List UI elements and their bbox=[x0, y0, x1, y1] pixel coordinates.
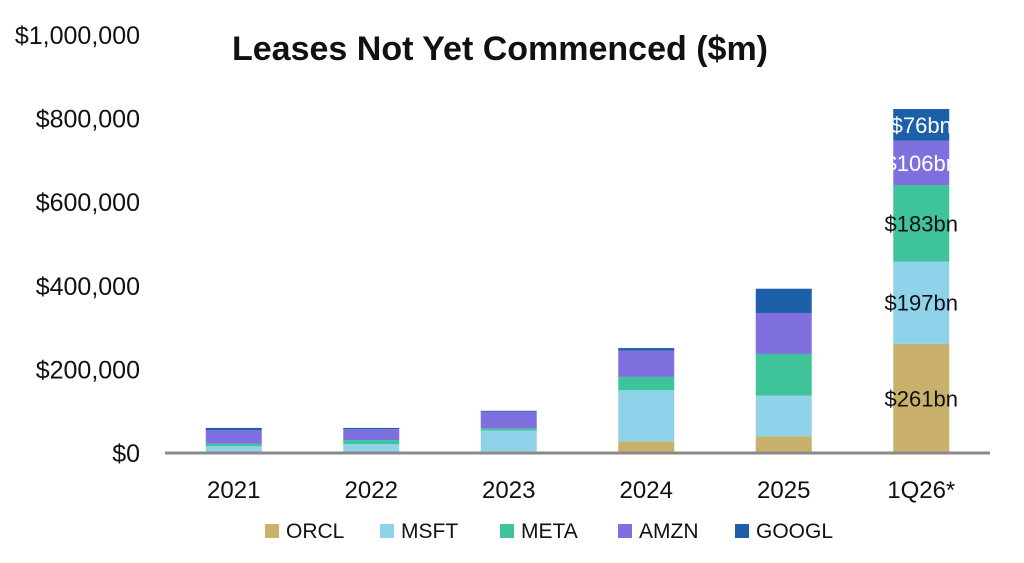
x-tick-label-2024: 2024 bbox=[620, 477, 673, 504]
bar-2025-orcl bbox=[755, 436, 812, 453]
legend-label-msft: MSFT bbox=[401, 520, 458, 543]
bar-2025-amzn bbox=[755, 312, 812, 354]
bar-2023-amzn bbox=[480, 411, 537, 429]
bar-1q26-orcl bbox=[893, 343, 950, 453]
legend-item-msft: MSFT bbox=[380, 520, 458, 543]
bar-2023-msft bbox=[480, 430, 537, 452]
bar-2025-msft bbox=[755, 395, 812, 437]
bar-2024-googl bbox=[618, 348, 675, 351]
y-tick-label-800-000: $800,000 bbox=[36, 106, 140, 134]
legend: ORCL MSFT META AMZN GOOGL bbox=[265, 520, 833, 543]
x-tick-label-2022: 2022 bbox=[345, 477, 398, 504]
data-label-1q26-orcl: $261bn bbox=[885, 386, 958, 411]
bar-2024-amzn bbox=[618, 350, 675, 377]
data-label-1q26-amzn: $106bn bbox=[885, 151, 958, 176]
legend-swatch-amzn bbox=[618, 524, 632, 538]
legend-item-amzn: AMZN bbox=[618, 520, 699, 543]
bar-1q26-amzn bbox=[893, 140, 950, 186]
x-tick-label-2021: 2021 bbox=[207, 477, 260, 504]
bar-2024-orcl bbox=[618, 441, 675, 453]
legend-label-googl: GOOGL bbox=[756, 520, 833, 543]
legend-item-meta: META bbox=[500, 520, 578, 543]
bar-1q26-msft bbox=[893, 261, 950, 344]
bar-2021-msft bbox=[205, 446, 262, 453]
chart-title: Leases Not Yet Commenced ($m) bbox=[232, 30, 768, 68]
bar-2021-meta bbox=[205, 443, 262, 447]
legend-item-orcl: ORCL bbox=[265, 520, 344, 543]
bar-2022-amzn bbox=[343, 429, 400, 441]
legend-label-meta: META bbox=[521, 520, 578, 543]
data-label-1q26-msft: $197bn bbox=[885, 291, 958, 316]
bar-2025-googl bbox=[755, 288, 812, 313]
bar-2023-googl bbox=[480, 410, 537, 412]
y-tick-label-600-000: $600,000 bbox=[36, 189, 140, 217]
legend-swatch-googl bbox=[735, 524, 749, 538]
legend-swatch-orcl bbox=[265, 524, 279, 538]
y-tick-label-1-000-000: $1,000,000 bbox=[15, 22, 140, 50]
bar-1q26-meta bbox=[893, 185, 950, 262]
legend-swatch-meta bbox=[500, 524, 514, 538]
x-axis-ticks: 2021 2022 2023 2024 2025 1Q26* bbox=[207, 477, 955, 504]
bar-2021-googl bbox=[205, 427, 262, 431]
y-tick-label-200-000: $200,000 bbox=[36, 356, 140, 384]
y-tick-label-400-000: $400,000 bbox=[36, 273, 140, 301]
bar-2022-msft bbox=[343, 444, 400, 452]
data-label-1q26-meta: $183bn bbox=[885, 211, 958, 236]
bars-group bbox=[205, 108, 950, 453]
bar-2022-googl bbox=[343, 427, 400, 430]
bar-2022-meta bbox=[343, 440, 400, 445]
legend-label-orcl: ORCL bbox=[286, 520, 344, 543]
segment-labels: $261bn $197bn $183bn $106bn $76bn bbox=[885, 113, 958, 412]
bar-1q26-googl bbox=[893, 108, 950, 141]
bar-2024-msft bbox=[618, 390, 675, 442]
bar-2024-meta bbox=[618, 376, 675, 391]
legend-swatch-msft bbox=[380, 524, 394, 538]
legend-item-googl: GOOGL bbox=[735, 520, 833, 543]
x-tick-label-1q26: 1Q26* bbox=[887, 477, 955, 504]
data-label-1q26-googl: $76bn bbox=[891, 113, 952, 138]
bar-2023-meta bbox=[480, 428, 537, 431]
y-tick-label-0: $0 bbox=[112, 440, 140, 468]
x-tick-label-2023: 2023 bbox=[482, 477, 535, 504]
bar-2025-meta bbox=[755, 353, 812, 396]
legend-label-amzn: AMZN bbox=[639, 520, 699, 543]
bar-2021-amzn bbox=[205, 430, 262, 444]
x-tick-label-2025: 2025 bbox=[757, 477, 810, 504]
y-axis-ticks: $0 $200,000 $400,000 $600,000 $800,000 $1,000… bbox=[15, 22, 140, 468]
